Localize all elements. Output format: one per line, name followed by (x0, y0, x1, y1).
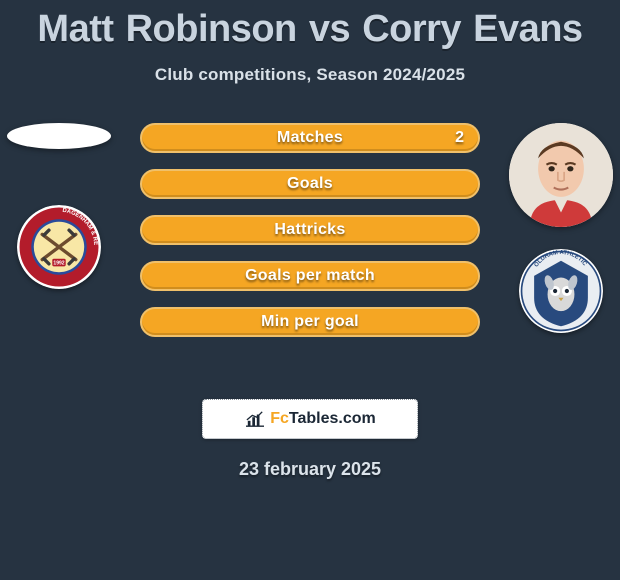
chart-icon (244, 410, 266, 428)
title-player1: Matt Robinson (37, 8, 296, 50)
subtitle: Club competitions, Season 2024/2025 (0, 65, 620, 85)
stat-row-goals-per-match: Goals per match (140, 261, 480, 291)
brand-text: FcTables.com (270, 410, 376, 428)
left-player-column: 1992 DAGENHAM & REDBRIDGE FC (4, 123, 114, 289)
player2-club-badge: OLDHAM ATHLETIC (519, 249, 603, 333)
page-title: Matt Robinson vs Corry Evans (0, 0, 620, 51)
brand-post: Tables.com (289, 410, 376, 427)
stat-label: Matches (142, 125, 478, 151)
comparison-panel: 1992 DAGENHAM & REDBRIDGE FC (0, 123, 620, 375)
stats-bars: Matches 2 Goals Hattricks Goals per matc… (140, 123, 480, 337)
stat-value-right: 2 (455, 125, 464, 151)
stat-label: Goals (142, 171, 478, 197)
stat-row-hattricks: Hattricks (140, 215, 480, 245)
svg-text:1992: 1992 (53, 261, 64, 267)
stat-label: Hattricks (142, 217, 478, 243)
title-player2: Corry Evans (362, 8, 582, 50)
stat-label: Goals per match (142, 263, 478, 289)
player2-avatar (509, 123, 613, 227)
right-player-column: OLDHAM ATHLETIC (506, 123, 616, 333)
brand-badge: FcTables.com (202, 399, 418, 439)
stat-row-min-per-goal: Min per goal (140, 307, 480, 337)
brand-pre: Fc (270, 410, 289, 427)
title-vs: vs (309, 8, 350, 50)
date-label: 23 february 2025 (0, 459, 620, 480)
player1-club-badge: 1992 DAGENHAM & REDBRIDGE FC (17, 205, 101, 289)
stat-row-matches: Matches 2 (140, 123, 480, 153)
stat-row-goals: Goals (140, 169, 480, 199)
stat-label: Min per goal (142, 309, 478, 335)
player1-avatar (7, 123, 111, 149)
